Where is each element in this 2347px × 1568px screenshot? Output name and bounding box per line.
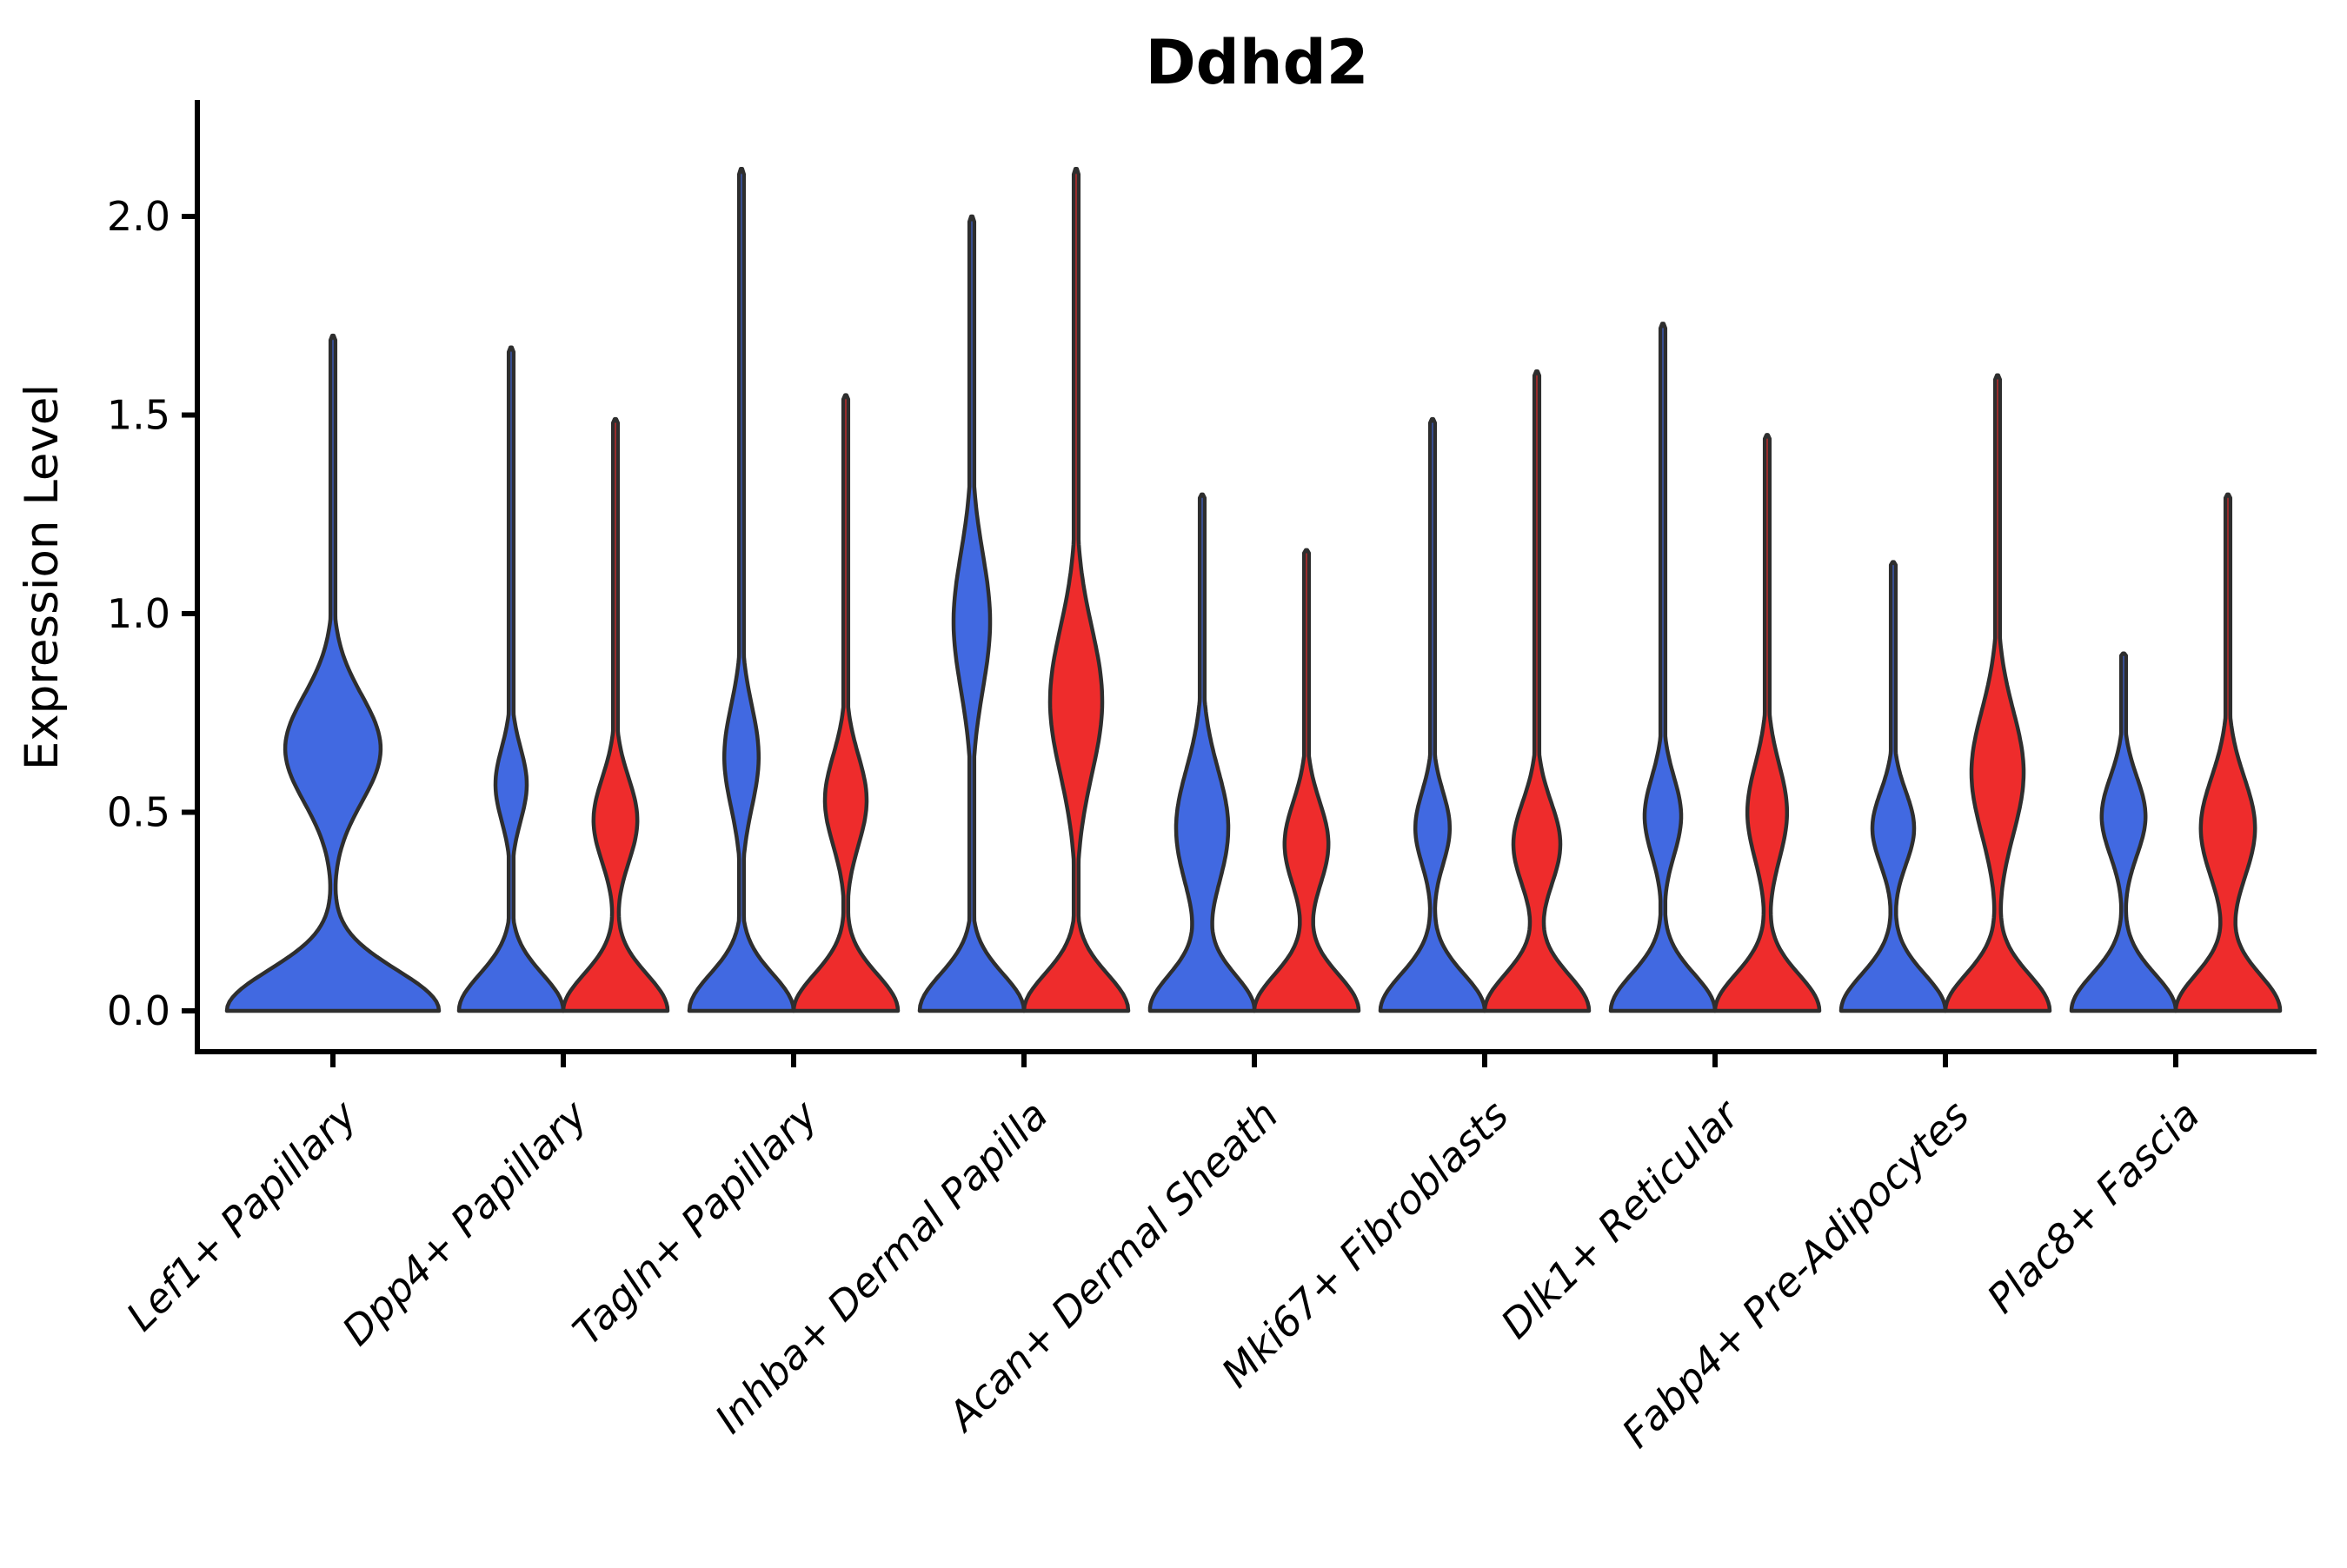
violin-blue	[1378, 416, 1487, 1013]
y-tick-label: 1.5	[107, 392, 170, 439]
violin-red	[1943, 373, 2052, 1013]
violin-blue	[917, 214, 1027, 1013]
y-axis-label: Expression Level	[16, 384, 69, 770]
violin-red	[561, 416, 670, 1013]
violin-blue	[1608, 322, 1718, 1013]
x-tick-label: Dlk1+ Reticular	[1492, 1089, 1750, 1347]
x-tick-label: Plac8+ Fascia	[1978, 1092, 2208, 1322]
y-tick-label: 0.5	[107, 789, 170, 836]
violin-blue	[1147, 492, 1257, 1013]
x-tick-label: Dpp4+ Papillary	[333, 1091, 596, 1354]
x-tick-label: Lef1+ Papillary	[117, 1091, 366, 1339]
violin-blue	[456, 345, 566, 1013]
y-tick-label: 2.0	[107, 193, 170, 240]
violin-blue	[2069, 651, 2178, 1013]
y-tick-label: 1.0	[107, 590, 170, 637]
violin-red	[1021, 166, 1131, 1013]
violin-blue	[1838, 560, 1948, 1013]
violin-red	[2173, 492, 2283, 1013]
violin-red	[791, 393, 901, 1013]
chart-title: Ddhd2	[1146, 27, 1369, 98]
y-tick-label: 0.0	[107, 987, 170, 1034]
violin-blue	[687, 166, 796, 1013]
violin-red	[1712, 433, 1822, 1013]
violins-layer	[224, 166, 2283, 1013]
violin-blue	[224, 333, 442, 1013]
violin-red	[1252, 548, 1361, 1013]
violin-red	[1482, 369, 1592, 1013]
x-tick-label: Tagln+ Papillary	[563, 1091, 827, 1354]
